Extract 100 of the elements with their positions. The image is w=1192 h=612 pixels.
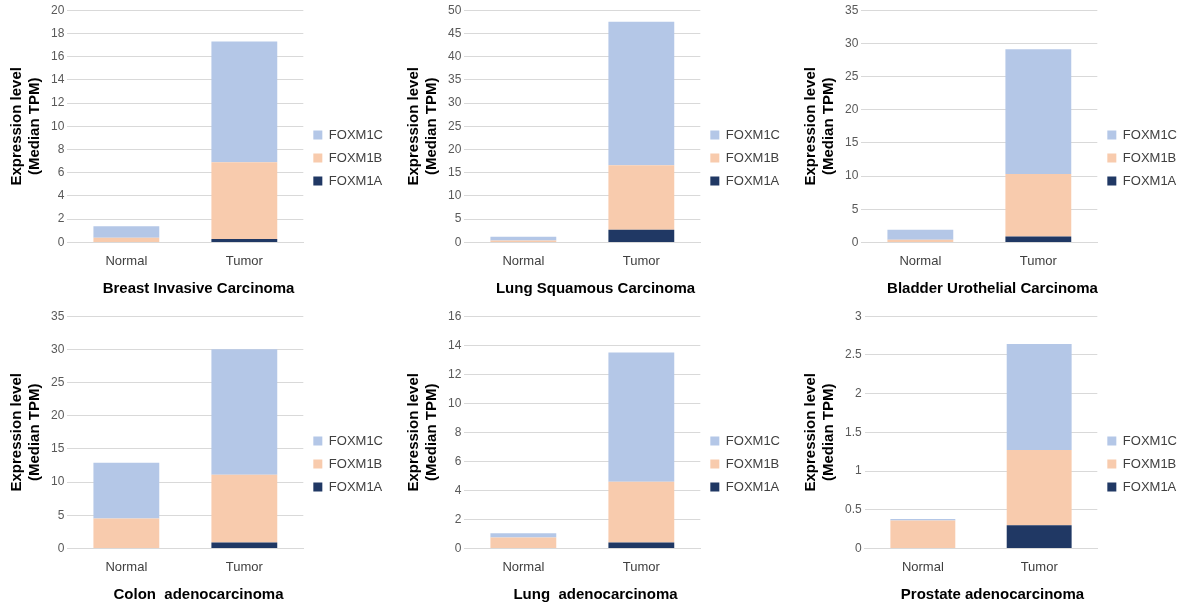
y-tick-label: 2 [57, 211, 65, 226]
text: Colon adenocarcinoma [113, 585, 285, 603]
y-tick-label: 12 [50, 95, 65, 110]
text: Prostate adenocarcinoma [900, 585, 1085, 603]
y-tick-label: 3 [854, 308, 862, 323]
y-axis-title: Expression level (Median TPM) [7, 67, 43, 186]
y-tick-label: 20 [50, 2, 65, 17]
bar [608, 21, 675, 166]
bar [1006, 450, 1072, 526]
y-tick-label: 0 [454, 540, 462, 555]
y-tick-label: 30 [844, 35, 859, 50]
legend-label: FOXM1B [328, 149, 383, 165]
y-tick-label: 45 [447, 25, 462, 40]
y-tick-label: 14 [50, 72, 65, 87]
x-tick-label: Tumor [622, 252, 661, 268]
y-tick-label: 0 [854, 540, 862, 555]
y-tick-label: 14 [447, 337, 462, 352]
y-tick-label: 10 [50, 474, 65, 489]
bar [1005, 49, 1072, 175]
y-tick-label: 10 [844, 168, 859, 183]
legend-label: FOXM1C [1122, 126, 1177, 142]
y-tick-label: 35 [844, 2, 859, 17]
bar [608, 542, 675, 548]
legend-label: FOXM1C [328, 126, 383, 142]
text: Lung adenocarcinoma [513, 585, 679, 603]
y-tick-label: 16 [50, 48, 65, 63]
y-tick-label: 8 [57, 141, 65, 156]
bar [211, 238, 278, 242]
y-tick-label: 16 [447, 308, 462, 323]
x-tick-label: Normal [105, 558, 148, 574]
y-tick-label: 0 [57, 540, 65, 555]
y-tick-label: 18 [50, 25, 65, 40]
x-tick-label: Normal [105, 252, 148, 268]
y-tick-label: 15 [447, 165, 462, 180]
y-tick-label: 20 [447, 141, 462, 156]
y-tick-label: 20 [50, 408, 65, 423]
y-axis-title: Expression level (Median TPM) [7, 373, 43, 492]
bar [608, 481, 675, 543]
y-tick-label: 2.5 [844, 347, 862, 362]
y-tick-label: 12 [447, 366, 462, 381]
legend-label: FOXM1A [725, 478, 780, 494]
y-tick-label: 5 [454, 211, 462, 226]
x-tick-label: Tumor [225, 252, 264, 268]
legend-label: FOXM1B [1122, 455, 1177, 471]
x-tick-label: Tumor [1019, 252, 1058, 268]
legend-label: FOXM1A [328, 478, 383, 494]
bar [1005, 236, 1072, 242]
x-tick-label: Normal [502, 252, 545, 268]
bar [93, 237, 160, 242]
bar [887, 239, 954, 242]
y-tick-label: 4 [454, 482, 462, 497]
legend-label: FOXM1C [1122, 432, 1177, 448]
y-tick-label: 4 [57, 188, 65, 203]
legend-label: FOXM1B [1122, 149, 1177, 165]
y-tick-label: 6 [57, 165, 65, 180]
y-tick-label: 25 [50, 374, 65, 389]
y-tick-label: 2 [854, 385, 862, 400]
legend-label: FOXM1C [725, 126, 780, 142]
x-tick-label: Normal [899, 252, 942, 268]
y-tick-label: 35 [447, 72, 462, 87]
y-axis-title: Expression level (Median TPM) [801, 67, 837, 186]
legend-label: FOXM1A [328, 172, 383, 188]
y-tick-label: 0 [454, 234, 462, 249]
text: Lung Squamous Carcinoma [495, 279, 696, 297]
y-tick-label: 35 [50, 308, 65, 323]
y-tick-label: 10 [447, 395, 462, 410]
bar [1005, 174, 1072, 237]
y-tick-label: 2 [454, 511, 462, 526]
legend-label: FOXM1A [1122, 172, 1177, 188]
legend-label: FOXM1A [725, 172, 780, 188]
bar [93, 462, 160, 519]
y-tick-label: 15 [50, 441, 65, 456]
legend-label: FOXM1B [328, 455, 383, 471]
y-axis-title: Expression level (Median TPM) [801, 373, 837, 492]
x-tick-label: Normal [901, 558, 944, 574]
y-axis-title: Expression level (Median TPM) [404, 67, 440, 186]
y-tick-label: 15 [844, 135, 859, 150]
y-tick-label: 0 [57, 234, 65, 249]
bar [93, 518, 160, 548]
x-tick-label: Tumor [1020, 558, 1059, 574]
y-tick-label: 5 [851, 201, 859, 216]
bar [211, 349, 278, 475]
legend-label: FOXM1A [1122, 478, 1177, 494]
y-tick-label: 10 [50, 118, 65, 133]
legend-label: FOXM1C [328, 432, 383, 448]
x-tick-label: Tumor [622, 558, 661, 574]
bar [1006, 525, 1072, 548]
bar [211, 542, 278, 548]
bar [608, 352, 675, 482]
y-tick-label: 20 [844, 102, 859, 117]
y-tick-label: 30 [447, 95, 462, 110]
bar [1006, 344, 1072, 451]
bar [211, 41, 278, 163]
y-tick-label: 25 [447, 118, 462, 133]
bar [93, 226, 160, 238]
y-tick-label: 0.5 [844, 502, 862, 517]
bar [608, 165, 675, 230]
bar [890, 520, 956, 548]
y-tick-label: 25 [844, 68, 859, 83]
x-tick-label: Normal [502, 558, 545, 574]
